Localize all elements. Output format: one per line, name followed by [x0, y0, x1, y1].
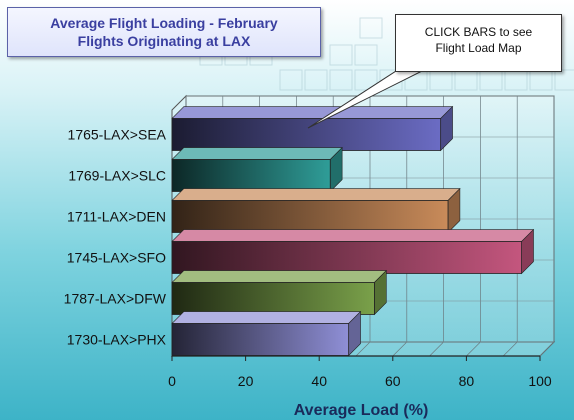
bar[interactable]: [171, 323, 350, 356]
background-square: [354, 44, 378, 66]
category-label: 1769-LAX>SLC: [68, 168, 166, 184]
grid-floor-line: [429, 341, 444, 357]
grid-floor-line: [392, 341, 408, 357]
bar-top-face[interactable]: [171, 229, 535, 242]
chart-title-line1: Average Flight Loading - February: [50, 15, 278, 31]
x-tick-label: 60: [385, 373, 401, 389]
category-label: 1787-LAX>DFW: [64, 291, 167, 307]
grid-floor-line: [502, 341, 518, 357]
background-square: [329, 69, 353, 91]
background-square: [454, 69, 478, 91]
bar[interactable]: [171, 241, 523, 274]
x-tick-label: 20: [238, 373, 254, 389]
bar[interactable]: [171, 282, 375, 315]
x-tick-label: 0: [168, 373, 176, 389]
category-label: 1745-LAX>SFO: [67, 250, 166, 266]
bar-top-face[interactable]: [171, 188, 461, 201]
category-label: 1711-LAX>DEN: [67, 209, 166, 225]
background-square: [529, 69, 553, 91]
bar[interactable]: [171, 159, 331, 192]
x-tick-label: 100: [528, 373, 552, 389]
chart-title-line2: Flights Originating at LAX: [77, 33, 251, 49]
bar-top-face[interactable]: [171, 106, 454, 119]
bar-top-face[interactable]: [171, 270, 388, 283]
background-square: [304, 69, 328, 91]
background-square: [359, 17, 383, 39]
background-square: [479, 69, 503, 91]
bar-top-face[interactable]: [171, 147, 343, 160]
category-label: 1765-LAX>SEA: [68, 127, 167, 143]
callout-line2: Flight Load Map: [435, 41, 522, 55]
grid-floor-line: [355, 341, 371, 357]
click-bars-callout: CLICK BARS to see Flight Load Map: [395, 14, 562, 72]
background-square: [554, 69, 574, 91]
background-square: [329, 44, 353, 66]
background-square: [279, 69, 303, 91]
grid-floor-line: [466, 341, 481, 357]
category-label: 1730-LAX>PHX: [67, 332, 167, 348]
bar[interactable]: [171, 118, 442, 151]
grid-floor-line: [539, 341, 555, 357]
x-axis-label: Average Load (%): [294, 402, 429, 419]
x-tick-label: 80: [459, 373, 475, 389]
bar[interactable]: [171, 200, 449, 233]
chart-title-box: Average Flight Loading - February Flight…: [7, 7, 321, 57]
background-square: [504, 69, 528, 91]
background-square: [429, 69, 453, 91]
bar-top-face[interactable]: [171, 311, 362, 324]
x-tick-label: 40: [311, 373, 327, 389]
callout-line1: CLICK BARS to see: [424, 25, 533, 39]
